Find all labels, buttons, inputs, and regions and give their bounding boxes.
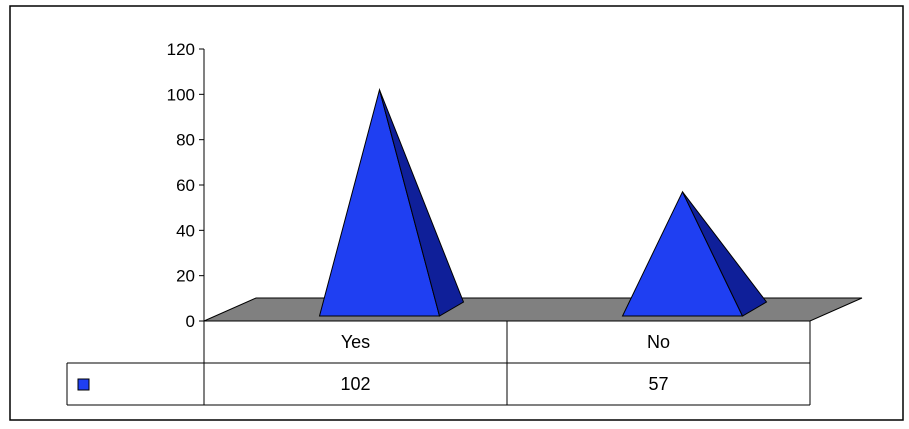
- data-table: Yes 102 No 57: [66, 321, 811, 406]
- chart-bars: [318, 87, 768, 317]
- y-tick-label: 40: [176, 221, 195, 240]
- y-tick-label: 0: [186, 312, 195, 331]
- legend-key-swatch: [77, 378, 90, 391]
- pyramid-bar-side: [682, 191, 768, 317]
- category-label: Yes: [341, 332, 370, 352]
- y-tick-label: 120: [167, 40, 195, 59]
- y-tick-label: 100: [167, 85, 195, 104]
- category-label: No: [647, 332, 670, 352]
- y-axis-ticks: 0 20 40 60 80 100 120: [167, 40, 204, 331]
- y-tick-label: 60: [176, 176, 195, 195]
- pyramid-bar-side: [379, 89, 465, 317]
- y-tick-label: 80: [176, 131, 195, 150]
- chart-frame-border: [9, 5, 904, 421]
- y-tick-label: 20: [176, 267, 195, 286]
- data-table-value: 57: [648, 374, 668, 394]
- data-table-value: 102: [340, 374, 370, 394]
